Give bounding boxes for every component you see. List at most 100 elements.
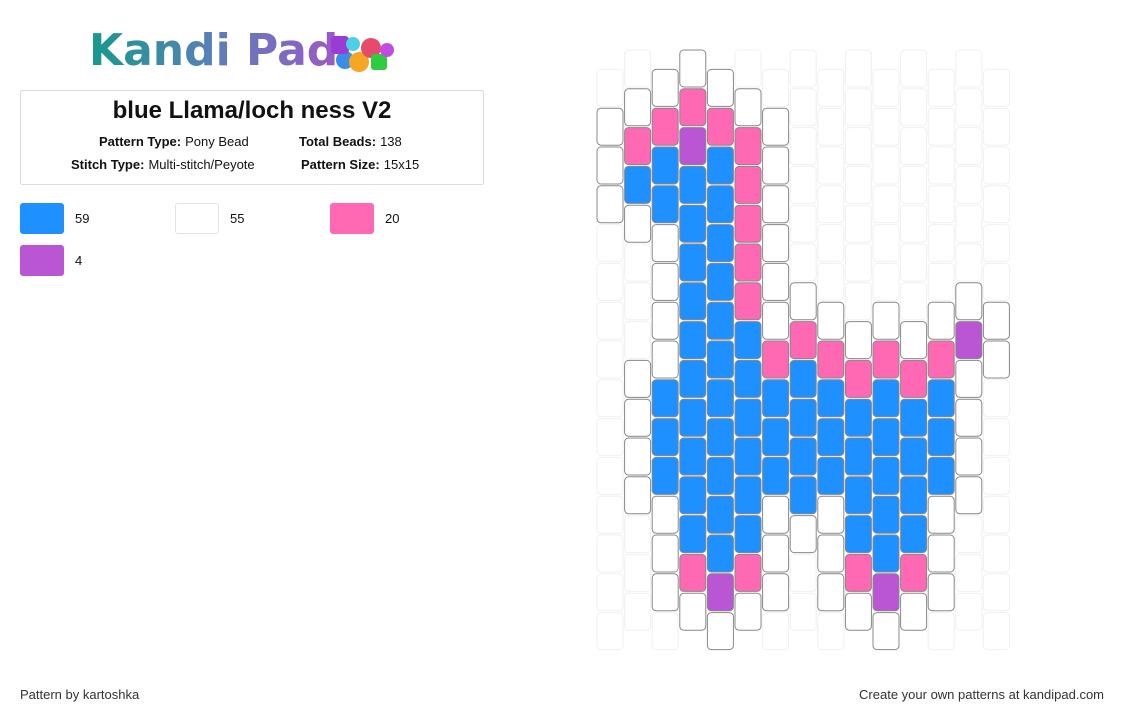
empty-cell [789, 204, 817, 243]
bead [651, 573, 679, 612]
empty-cell [789, 49, 817, 88]
bead [927, 534, 955, 573]
detail-value: 138 [380, 134, 402, 149]
bead [734, 165, 762, 204]
bead [900, 476, 928, 515]
detail-value: Multi-stitch/Peyote [148, 157, 255, 172]
bead [651, 495, 679, 534]
detail-value: 15x15 [383, 157, 420, 172]
legend-count: 20 [385, 211, 400, 226]
logo-graphic: Kandi Pad [89, 25, 394, 76]
bead [762, 301, 790, 340]
bead [844, 553, 872, 592]
empty-cell [789, 243, 817, 282]
bead [872, 495, 900, 534]
bead [762, 456, 790, 495]
bead [679, 359, 707, 398]
footer-credit: Pattern by kartoshka [20, 687, 140, 702]
empty-cell [624, 243, 652, 282]
bead [679, 282, 707, 321]
legend-item: 59 [20, 203, 89, 234]
legend-item: 20 [330, 203, 399, 234]
bead [900, 437, 928, 476]
bead [679, 437, 707, 476]
empty-cell [789, 553, 817, 592]
bead [706, 495, 734, 534]
bead [734, 127, 762, 166]
empty-cell [789, 88, 817, 127]
bead [817, 340, 845, 379]
bead [651, 224, 679, 263]
bead [900, 515, 928, 554]
bead [927, 340, 955, 379]
empty-cell [982, 68, 1010, 107]
bead [817, 456, 845, 495]
bead [762, 146, 790, 185]
bead [817, 495, 845, 534]
empty-cell [844, 88, 872, 127]
empty-cell [817, 68, 845, 107]
legend-swatch [20, 245, 64, 276]
bead [624, 359, 652, 398]
empty-cell [982, 456, 1010, 495]
bead [624, 204, 652, 243]
empty-cell [900, 204, 928, 243]
legend-count: 55 [230, 211, 245, 226]
bead [955, 398, 983, 437]
bead [817, 534, 845, 573]
empty-cell [927, 185, 955, 224]
legend-count: 59 [75, 211, 90, 226]
legend-swatch [175, 203, 219, 234]
bead [844, 321, 872, 360]
bead [762, 224, 790, 263]
bead [706, 612, 734, 651]
bead [651, 107, 679, 146]
empty-cell [817, 146, 845, 185]
empty-cell [596, 456, 624, 495]
empty-cell [762, 612, 790, 651]
empty-cell [624, 592, 652, 631]
empty-cell [982, 418, 1010, 457]
bead [679, 553, 707, 592]
bead [734, 437, 762, 476]
empty-cell [927, 262, 955, 301]
empty-cell [955, 204, 983, 243]
bead [762, 495, 790, 534]
empty-cell [762, 68, 790, 107]
bead [900, 359, 928, 398]
footer-link[interactable]: Create your own patterns at kandipad.com [859, 687, 1104, 702]
bead [734, 359, 762, 398]
empty-cell [872, 224, 900, 263]
empty-cell [817, 224, 845, 263]
empty-cell [955, 49, 983, 88]
empty-cell [596, 495, 624, 534]
bead [596, 185, 624, 224]
bead [872, 612, 900, 651]
bead [706, 301, 734, 340]
bead [624, 165, 652, 204]
legend-count: 4 [75, 253, 83, 268]
bead [651, 68, 679, 107]
empty-cell [596, 301, 624, 340]
bead [651, 301, 679, 340]
bead [955, 437, 983, 476]
empty-cell [955, 165, 983, 204]
empty-cell [927, 146, 955, 185]
pattern-title: blue Llama/loch ness V2 [112, 97, 392, 124]
empty-cell [596, 340, 624, 379]
empty-cell [982, 573, 1010, 612]
bead [706, 185, 734, 224]
bead [762, 262, 790, 301]
bead [844, 437, 872, 476]
logo-icon [331, 36, 394, 72]
bead [679, 515, 707, 554]
bead [789, 359, 817, 398]
bead [734, 321, 762, 360]
empty-cell [982, 379, 1010, 418]
bead [679, 127, 707, 166]
bead [872, 573, 900, 612]
bead [927, 379, 955, 418]
empty-cell [955, 127, 983, 166]
detail: Total Beads: 138 [299, 134, 402, 149]
bead [789, 476, 817, 515]
